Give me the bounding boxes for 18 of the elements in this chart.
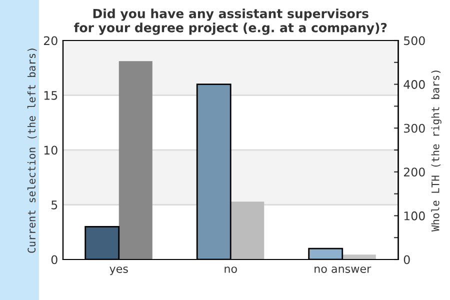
bar bbox=[118, 61, 152, 260]
y-tick-label: 0 bbox=[51, 255, 58, 264]
x-tick-label: no answer bbox=[314, 266, 372, 273]
y2-tick-label: 200 bbox=[404, 168, 425, 177]
x-tick-label: no bbox=[224, 266, 237, 273]
y-axis-title: Current selection (the left bars) bbox=[27, 48, 37, 253]
y2-tick-label: 400 bbox=[404, 80, 425, 89]
y-tick-label: 5 bbox=[52, 200, 58, 210]
y2-tick-label: 300 bbox=[404, 124, 425, 133]
y-tick-label: 15 bbox=[44, 91, 58, 100]
chart-title: Did you have any assistant supervisors for your degree project (e.g. at a company)? bbox=[74, 8, 387, 35]
y2-tick-label: 0 bbox=[404, 255, 410, 264]
x-tick-label: yes bbox=[110, 266, 128, 276]
y-tick-label: 20 bbox=[44, 36, 58, 46]
y2-tick-label: 500 bbox=[404, 36, 425, 46]
y2-tick-label: 100 bbox=[404, 211, 425, 220]
y2-axis-title: Whole LTH (the right bars) bbox=[431, 70, 442, 232]
y-tick-label: 10 bbox=[44, 146, 58, 155]
